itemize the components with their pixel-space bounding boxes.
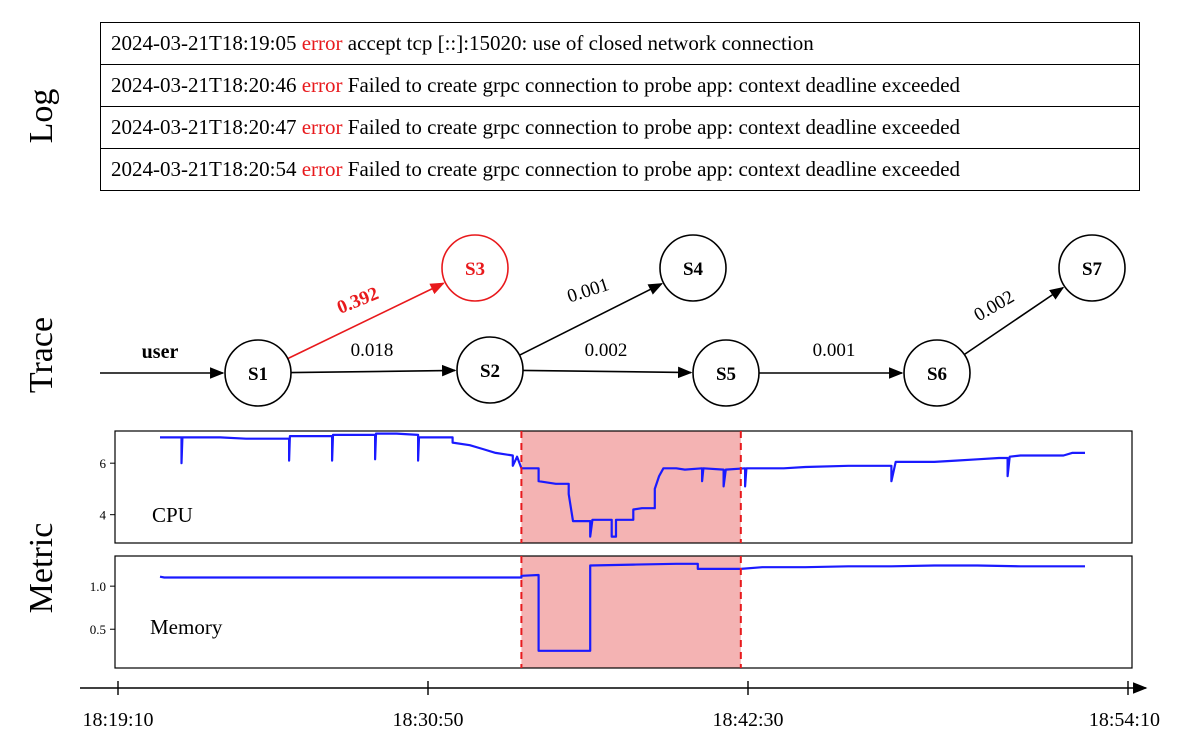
log-level: error (301, 115, 343, 139)
series-line (159, 562, 1085, 652)
log-timestamp: 2024-03-21T18:19:05 (111, 31, 297, 55)
log-cell: 2024-03-21T18:20:46 error Failed to crea… (100, 64, 1140, 107)
log-cell: 2024-03-21T18:20:54 error Failed to crea… (100, 148, 1140, 191)
trace-graph: user 0.392 0.018 0.001 0.002 0.001 0.002 S1 S2 S3… (100, 234, 1126, 407)
trace-node-s4 (659, 234, 727, 302)
metric-charts: 6 4 CPU 1.0 0.5 Memory (90, 430, 1133, 669)
log-level: error (301, 31, 343, 55)
log-level: error (301, 73, 343, 97)
chart-frame (114, 430, 1133, 544)
log-cell: 2024-03-21T18:20:47 error Failed to crea… (100, 106, 1140, 149)
chart-frame (114, 555, 1133, 669)
trace-node-label: S2 (480, 361, 500, 382)
trace-node-s1 (224, 339, 292, 407)
trace-edge-weight: 0.002 (970, 286, 1018, 326)
log-message: Failed to create grpc connection to prob… (347, 115, 961, 139)
time-tick-label: 18:54:10 (1089, 709, 1160, 731)
trace-node-s2 (456, 336, 524, 404)
trace-edge-weight: 0.001 (565, 274, 612, 307)
trace-node-s6 (903, 339, 971, 407)
trace-node-label: S1 (248, 364, 268, 385)
log-message: Failed to create grpc connection to prob… (347, 157, 961, 181)
time-tick-label: 18:19:10 (82, 709, 153, 731)
cpu-chart: 6 4 CPU (100, 430, 1133, 544)
log-message: Failed to create grpc connection to prob… (347, 73, 961, 97)
trace-node-label: S3 (465, 259, 485, 280)
y-tick-label: 4 (100, 508, 107, 523)
log-timestamp: 2024-03-21T18:20:47 (111, 115, 297, 139)
anomaly-window (521, 431, 741, 543)
trace-node-s5 (692, 339, 760, 407)
trace-node-label: S7 (1082, 259, 1103, 280)
log-row: 2024-03-21T18:20:46 error Failed to crea… (100, 64, 1140, 107)
trace-edge-s1-s3 (287, 282, 445, 360)
log-row: 2024-03-21T18:19:05 error accept tcp [::… (100, 22, 1140, 65)
log-row: 2024-03-21T18:20:47 error Failed to crea… (100, 106, 1140, 149)
y-tick-label: 1.0 (90, 579, 106, 594)
trace-edge-weight: 0.001 (813, 340, 856, 361)
log-message: accept tcp [::]:15020: use of closed net… (347, 31, 814, 55)
series-line (160, 432, 1085, 538)
log-timestamp: 2024-03-21T18:20:46 (111, 73, 297, 97)
log-timestamp: 2024-03-21T18:20:54 (111, 157, 297, 181)
trace-node-s7 (1058, 234, 1126, 302)
trace-edge-weight: 0.392 (334, 283, 382, 318)
trace-node-label: S6 (927, 364, 947, 385)
trace-edge-s2-s5 (522, 366, 693, 379)
trace-edge-s6-s7 (963, 286, 1065, 356)
time-tick-label: 18:42:30 (712, 709, 783, 731)
y-tick-label: 0.5 (90, 622, 106, 637)
time-axis: 18:19:10 18:30:50 18:42:30 18:54:10 (80, 681, 1160, 731)
trace-edge-s1-s2 (290, 364, 457, 377)
time-tick-label: 18:30:50 (392, 709, 463, 731)
y-tick-label: 6 (100, 456, 107, 471)
anomaly-window (521, 556, 741, 668)
chart-annotation: CPU (152, 503, 193, 527)
trace-node-label: S5 (716, 364, 736, 385)
chart-annotation: Memory (150, 615, 223, 639)
trace-node-s3 (441, 234, 509, 302)
trace-edge-weight: 0.002 (585, 340, 628, 361)
trace-node-label: S4 (683, 259, 704, 280)
log-cell: 2024-03-21T18:19:05 error accept tcp [::… (100, 22, 1140, 65)
log-row: 2024-03-21T18:20:54 error Failed to crea… (100, 148, 1140, 191)
trace-edge-s2-s4 (519, 282, 664, 356)
log-table: 2024-03-21T18:19:05 error accept tcp [::… (100, 22, 1140, 191)
trace-entry-label: user (142, 341, 179, 363)
log-level: error (301, 157, 343, 181)
memory-chart: 1.0 0.5 Memory (90, 555, 1133, 669)
trace-edge-weight: 0.018 (351, 340, 394, 361)
